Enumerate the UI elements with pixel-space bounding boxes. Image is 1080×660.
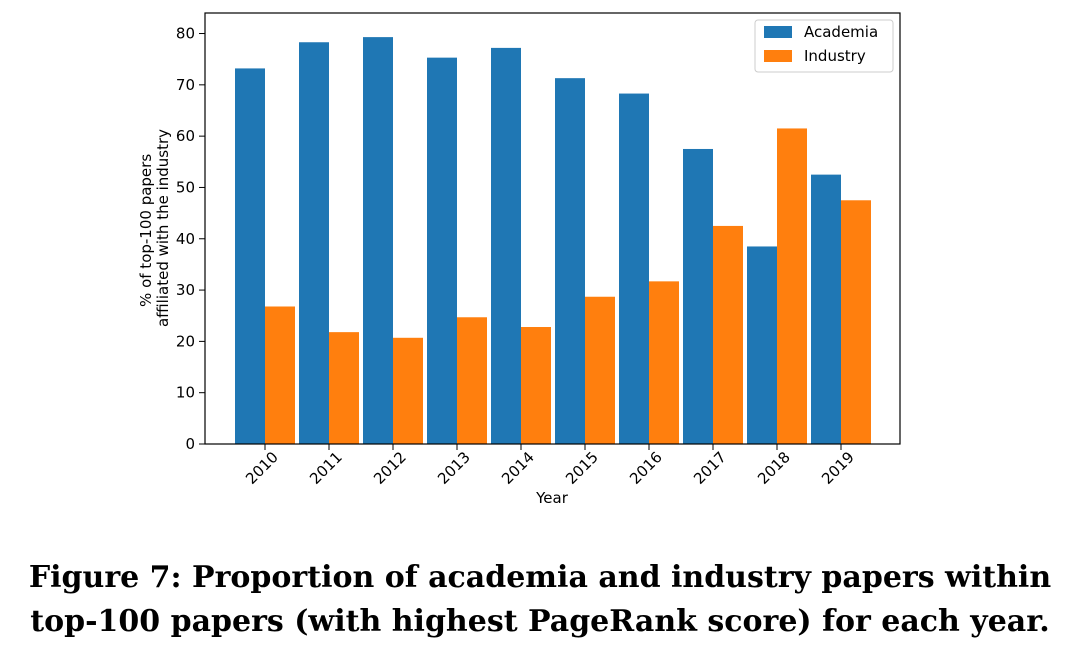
legend: Academia Industry [754, 19, 894, 73]
x-axis-label: Year [535, 489, 569, 507]
bar-academia-2019 [811, 174, 841, 444]
y-tick-label-50: 50 [176, 178, 195, 196]
bar-academia-2010 [235, 68, 265, 445]
x-tick-label-2019: 2019 [818, 448, 858, 488]
x-tick-label-2014: 2014 [498, 448, 538, 488]
caption-line-1: Figure 7: Proportion of academia and ind… [28, 560, 1052, 595]
bar-academia-2015 [555, 78, 585, 445]
x-tick-label-2011: 2011 [306, 448, 346, 488]
bars-group [235, 37, 871, 445]
x-tick-label-2010: 2010 [242, 448, 282, 488]
x-tick-label-2018: 2018 [754, 448, 794, 488]
bar-industry-2013 [457, 317, 487, 444]
x-tick-label-2012: 2012 [370, 448, 410, 488]
bar-industry-2010 [265, 306, 295, 444]
legend-swatch-industry [764, 50, 792, 62]
x-axis-ticks: 2010 2011 2012 2013 2014 2015 2016 2017 2018 2019 [242, 444, 858, 488]
bar-industry-2012 [393, 337, 423, 444]
plot-frame [204, 12, 901, 445]
y-tick-label-40: 40 [176, 230, 195, 248]
figure-caption: Figure 7: Proportion of academia and ind… [0, 556, 1080, 644]
y-axis-ticks: 0 10 20 30 40 50 60 70 80 [176, 25, 205, 453]
bar-academia-2018 [747, 246, 777, 444]
y-tick-label-70: 70 [176, 76, 195, 94]
y-tick-label-60: 60 [176, 127, 195, 145]
bar-academia-2012 [363, 37, 393, 444]
bar-industry-2017 [713, 225, 743, 444]
y-tick-label-10: 10 [176, 384, 195, 402]
bar-industry-2018 [777, 128, 807, 445]
y-axis-label-line-1: % of top-100 papers [137, 154, 155, 307]
bar-academia-2017 [683, 148, 713, 444]
bar-industry-2014 [521, 327, 551, 444]
bar-academia-2011 [299, 42, 329, 444]
bar-industry-2016 [649, 281, 679, 444]
y-axis-label-line-2: affiliated with the industry [154, 129, 172, 327]
bar-industry-2011 [329, 332, 359, 444]
bar-academia-2013 [427, 57, 457, 445]
x-tick-label-2015: 2015 [562, 448, 602, 488]
legend-label-industry: Industry [804, 47, 866, 65]
y-tick-label-20: 20 [176, 332, 195, 350]
bar-industry-2019 [841, 200, 871, 444]
caption-line-2: top-100 papers (with highest PageRank sc… [30, 604, 1050, 639]
bar-academia-2014 [491, 47, 521, 445]
bar-industry-2015 [585, 296, 615, 444]
x-tick-label-2016: 2016 [626, 448, 666, 488]
y-tick-label-80: 80 [176, 25, 195, 43]
y-tick-label-0: 0 [185, 435, 195, 453]
legend-label-academia: Academia [804, 23, 878, 41]
bar-academia-2016 [619, 93, 649, 444]
x-tick-label-2013: 2013 [434, 448, 474, 488]
y-tick-label-30: 30 [176, 281, 195, 299]
x-tick-label-2017: 2017 [690, 448, 730, 488]
y-axis-label: % of top-100 papers affiliated with the … [137, 129, 172, 327]
legend-swatch-academia [764, 26, 792, 38]
